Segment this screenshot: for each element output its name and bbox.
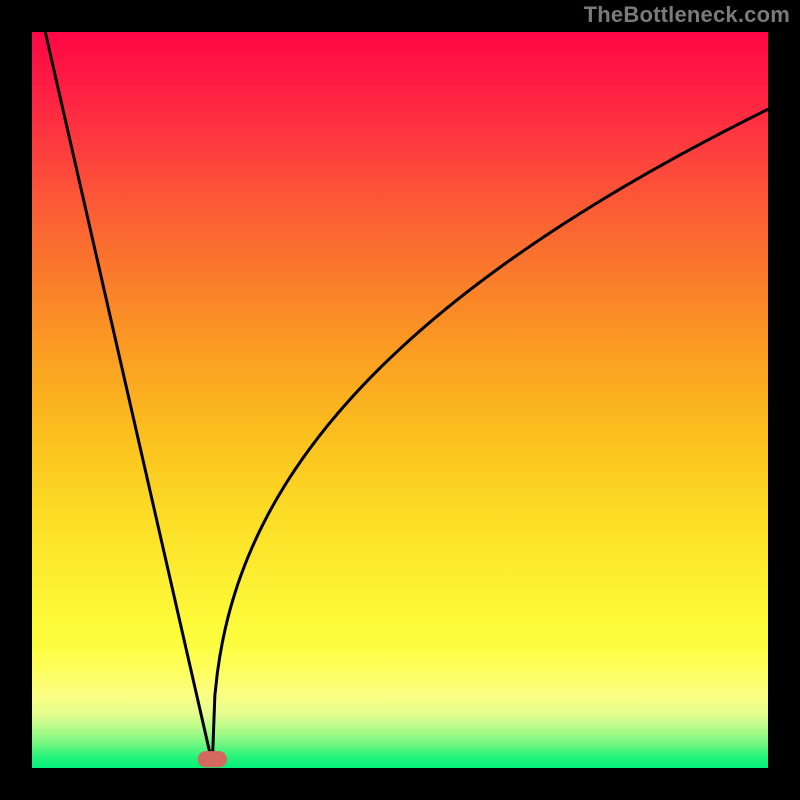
bottleneck-chart [0,0,800,800]
plot-background-gradient [32,32,768,768]
minimum-marker [198,751,227,767]
attribution-text: TheBottleneck.com [584,2,790,28]
